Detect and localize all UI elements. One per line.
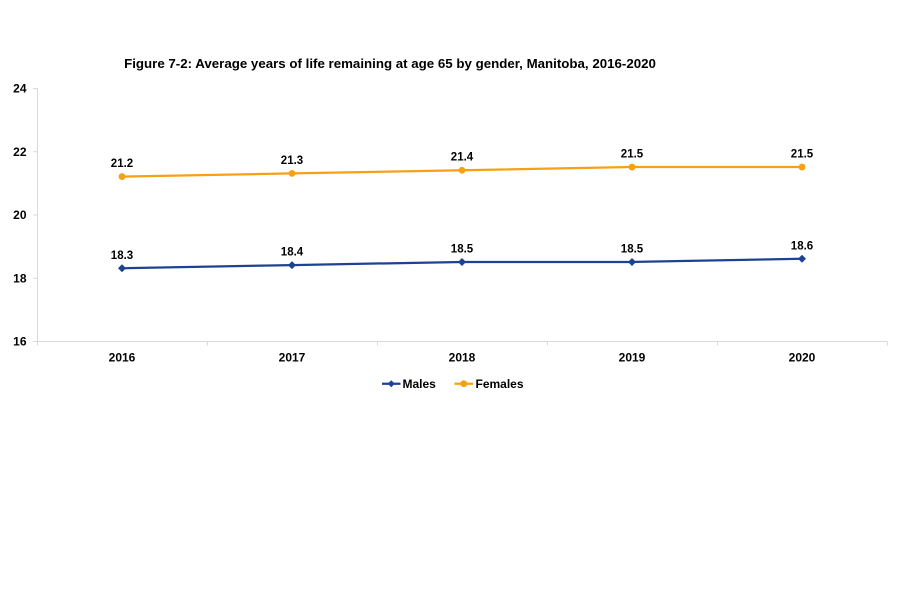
svg-text:21.4: 21.4 <box>451 152 474 164</box>
svg-text:Figure 7-2: Average years of l: Figure 7-2: Average years of life remain… <box>124 56 656 71</box>
svg-text:2017: 2017 <box>279 351 306 365</box>
svg-text:21.3: 21.3 <box>281 155 303 167</box>
svg-text:18.3: 18.3 <box>111 250 133 262</box>
svg-text:21.2: 21.2 <box>111 158 133 170</box>
svg-text:21.5: 21.5 <box>621 149 644 161</box>
svg-text:Males: Males <box>403 377 437 391</box>
svg-text:18.5: 18.5 <box>451 243 474 255</box>
svg-text:18.6: 18.6 <box>791 240 813 252</box>
svg-text:18.4: 18.4 <box>281 247 304 259</box>
svg-text:2018: 2018 <box>449 351 476 365</box>
svg-text:Females: Females <box>476 377 524 391</box>
svg-text:21.5: 21.5 <box>791 149 814 161</box>
svg-text:18.5: 18.5 <box>621 243 644 255</box>
svg-text:20: 20 <box>13 208 27 222</box>
svg-text:2016: 2016 <box>109 351 136 365</box>
svg-text:2019: 2019 <box>619 351 646 365</box>
svg-text:22: 22 <box>13 145 27 159</box>
svg-text:16: 16 <box>13 335 27 349</box>
svg-text:18: 18 <box>13 271 27 285</box>
svg-text:24: 24 <box>13 82 27 96</box>
svg-text:2020: 2020 <box>789 351 816 365</box>
